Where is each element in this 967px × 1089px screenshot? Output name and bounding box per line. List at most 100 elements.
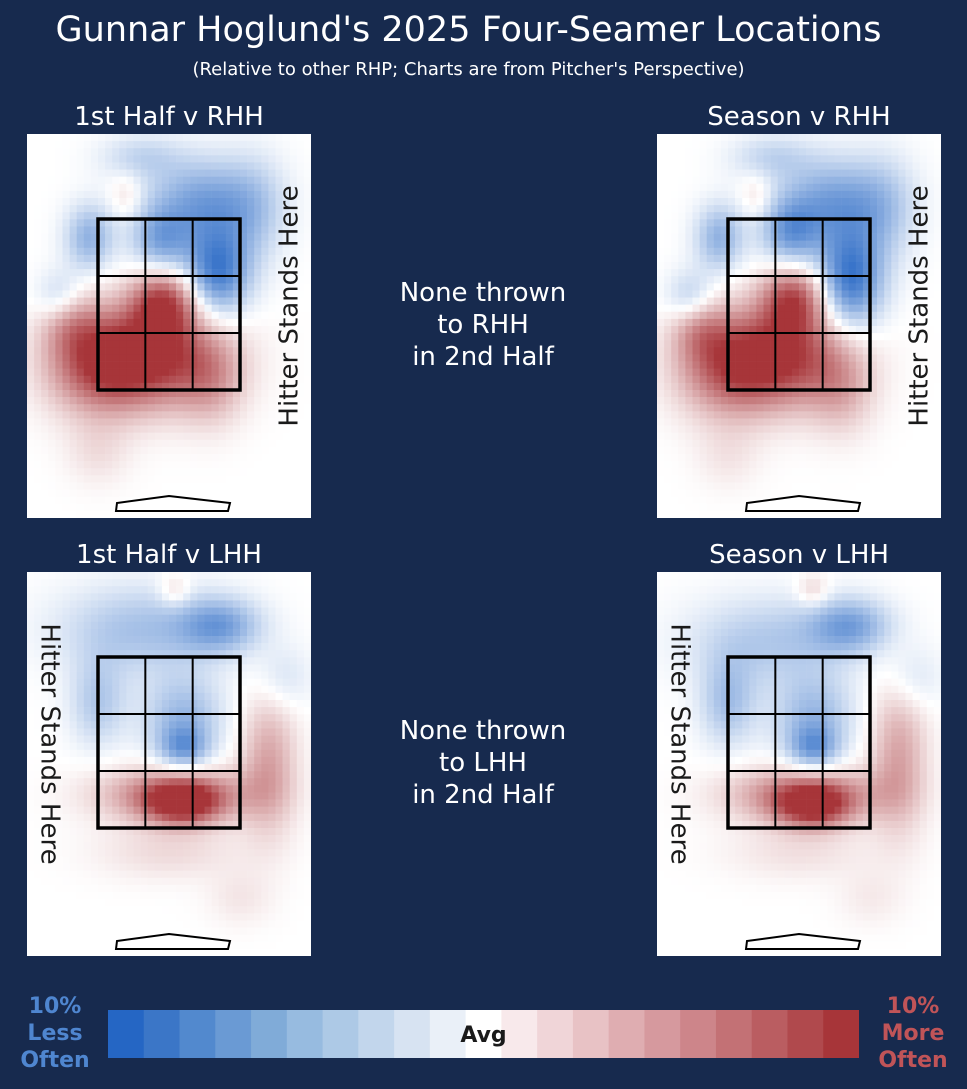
heatmap-cell [855, 318, 864, 327]
heatmap-cell [282, 593, 290, 601]
heatmap-cell [140, 628, 148, 637]
heatmap-cell [218, 297, 227, 305]
heatmap-cell [254, 318, 262, 327]
heatmap-cell [862, 397, 871, 405]
heatmap-cell [126, 148, 134, 156]
heatmap-cell [870, 475, 878, 483]
heatmap-cell [841, 198, 849, 206]
heatmap-cell [176, 432, 184, 441]
heatmap-cell [225, 439, 234, 448]
heatmap-cell [841, 276, 849, 284]
heatmap-cell [169, 240, 177, 249]
heatmap-cell [41, 311, 49, 320]
heatmap-cell [27, 219, 35, 227]
heatmap-cell [699, 311, 707, 320]
heatmap-cell [834, 361, 842, 369]
heatmap-cell [140, 600, 148, 608]
heatmap-cell [254, 198, 262, 206]
heatmap-cell [211, 482, 219, 490]
heatmap-cell [204, 190, 212, 199]
heatmap-cell [763, 311, 771, 320]
heatmap-cell [261, 461, 269, 469]
heatmap-cell [699, 468, 707, 476]
heatmap-cell [749, 347, 757, 355]
heatmap-cell [225, 572, 234, 580]
heatmap-cell [169, 482, 177, 490]
heatmap-cell [784, 169, 793, 177]
heatmap-cell [105, 283, 113, 291]
heatmap-cell [232, 155, 241, 163]
heatmap-cell [98, 397, 106, 405]
heatmap-cell [841, 240, 849, 249]
heatmap-cell [69, 347, 77, 355]
heatmap-cell [204, 233, 212, 241]
heatmap-cell [69, 361, 77, 369]
heatmap-cell [749, 489, 757, 497]
heatmap-cell [240, 411, 248, 419]
heatmap-cell [268, 262, 276, 270]
heatmap-cell [848, 347, 857, 355]
heatmap-cell [749, 262, 757, 270]
heatmap-cell [891, 226, 899, 234]
heatmap-cell [671, 269, 679, 277]
heatmap-cell [27, 347, 35, 355]
heatmap-cell [742, 468, 750, 476]
heatmap-cell [62, 340, 70, 348]
heatmap-cell [261, 678, 269, 687]
heatmap-cell [678, 439, 686, 448]
heatmap-cell [820, 482, 828, 490]
heatmap-cell [770, 162, 778, 170]
heatmap-cell [791, 162, 800, 170]
heatmap-cell [699, 489, 707, 497]
heatmap-cell [296, 411, 305, 419]
heatmap-cell [211, 176, 219, 185]
heatmap-cell [69, 326, 77, 334]
heatmap-cell [912, 482, 920, 490]
heatmap-cell [204, 461, 212, 469]
heatmap-cell [48, 290, 56, 298]
heatmap-cell [261, 614, 269, 623]
heatmap-cell [671, 134, 679, 142]
heatmap-cell [303, 347, 311, 355]
heatmap-cell [282, 326, 290, 334]
heatmap-cell [806, 219, 814, 227]
heatmap-cell [140, 361, 148, 369]
heatmap-cell [254, 664, 262, 672]
heatmap-cell [289, 141, 298, 149]
heatmap-cell [905, 297, 913, 305]
heatmap-cell [848, 205, 857, 213]
heatmap-cell [813, 333, 821, 341]
heatmap-cell [926, 326, 935, 334]
heatmap-cell [912, 347, 920, 355]
heatmap-cell [657, 397, 665, 405]
heatmap-cell [161, 404, 170, 412]
heatmap-cell [90, 368, 99, 377]
heatmap-cell [289, 347, 298, 355]
heatmap-cell [197, 390, 205, 398]
heatmap-cell [289, 468, 298, 476]
heatmap-cell [813, 361, 821, 369]
heatmap-cell [891, 404, 899, 412]
heatmap-cell [98, 276, 106, 284]
heatmap-cell [154, 607, 163, 615]
heatmap-cell [190, 475, 198, 483]
heatmap-cell [83, 650, 92, 658]
heatmap-cell [41, 226, 49, 234]
heatmap-cell [926, 496, 935, 505]
heatmap-cell [777, 233, 786, 241]
heatmap-cell [254, 368, 262, 377]
heatmap-cell [62, 468, 70, 476]
heatmap-cell [699, 233, 707, 241]
heatmap-cell [261, 446, 269, 455]
heatmap-cell [90, 148, 99, 156]
heatmap-cell [119, 382, 127, 391]
heatmap-cell [133, 304, 141, 313]
heatmap-cell [770, 219, 778, 227]
heatmap-cell [62, 262, 70, 270]
heatmap-cell [756, 212, 764, 220]
heatmap-cell [112, 432, 120, 441]
heatmap-cell [55, 390, 63, 398]
heatmap-cell [728, 382, 736, 391]
heatmap-cell [27, 254, 35, 263]
heatmap-cell [232, 290, 241, 298]
